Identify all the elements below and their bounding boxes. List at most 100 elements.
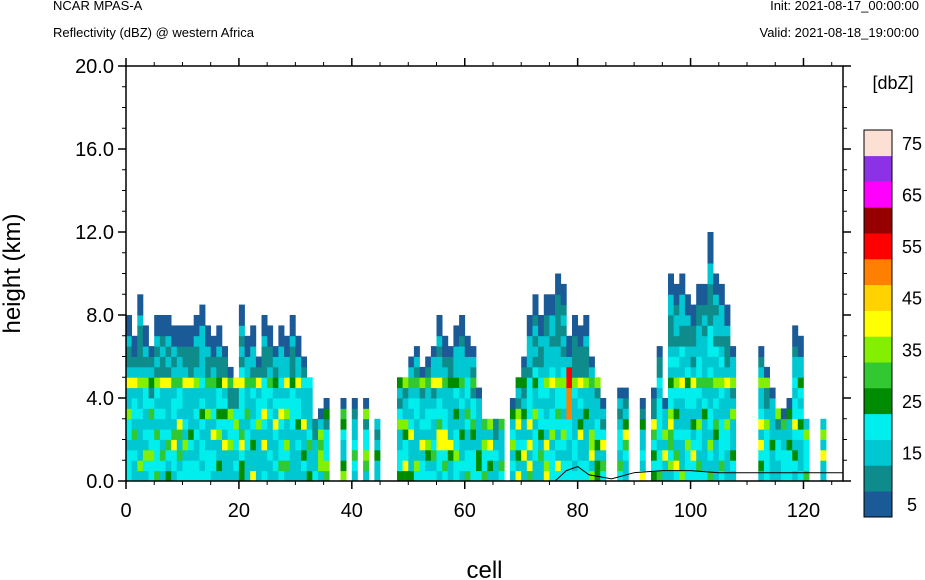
- data-cell: [560, 418, 567, 430]
- data-cell: [656, 470, 663, 482]
- data-cell: [775, 429, 782, 440]
- data-cell: [295, 439, 302, 451]
- data-cell: [543, 315, 550, 326]
- data-cell: [210, 335, 217, 347]
- data-cell: [656, 418, 663, 430]
- data-cell: [340, 398, 347, 409]
- data-cell: [566, 335, 573, 347]
- data-cell: [323, 449, 330, 461]
- data-cell: [216, 449, 223, 461]
- data-cell: [205, 398, 211, 409]
- colorbar: 5 15 25 35 45 55 65 75 [dbZ]: [863, 73, 922, 518]
- data-cell: [351, 460, 358, 472]
- data-cell: [250, 325, 257, 337]
- data-cell: [188, 356, 195, 368]
- data-cell: [188, 460, 195, 472]
- data-cell: [509, 449, 516, 461]
- data-cell: [594, 377, 601, 389]
- data-cell: [701, 429, 708, 440]
- data-cell: [284, 346, 291, 357]
- data-cell: [521, 387, 528, 399]
- data-cell: [142, 408, 149, 420]
- data-cell: [413, 408, 420, 420]
- x-tick-label: 60: [454, 500, 476, 522]
- data-cell: [430, 470, 437, 482]
- data-cell: [182, 398, 189, 409]
- data-cell: [171, 470, 178, 482]
- data-cell: [684, 335, 691, 347]
- x-tick-label: 0: [120, 500, 131, 522]
- data-cell: [340, 460, 347, 472]
- data-cell: [673, 325, 680, 337]
- data-cell: [250, 387, 257, 399]
- data-cell: [566, 346, 573, 357]
- data-cell: [295, 418, 302, 430]
- data-cell: [498, 418, 505, 430]
- colorbar-swatch: [864, 284, 892, 311]
- data-cell: [436, 460, 443, 472]
- data-cell: [176, 366, 183, 378]
- data-cell: [713, 304, 720, 316]
- data-cell: [216, 377, 223, 389]
- data-cell: [780, 418, 787, 430]
- data-cell: [295, 335, 302, 347]
- data-cell: [165, 439, 172, 451]
- data-cell: [306, 470, 313, 482]
- data-cell: [301, 460, 307, 472]
- data-cell: [515, 377, 522, 389]
- data-cell: [233, 418, 240, 430]
- data-cell: [267, 439, 274, 451]
- data-cell: [476, 387, 482, 399]
- data-cell: [182, 439, 189, 451]
- data-cell: [419, 366, 426, 378]
- data-cell: [182, 460, 189, 472]
- data-cell: [532, 429, 539, 440]
- data-cell: [538, 335, 545, 347]
- data-cell: [171, 398, 178, 409]
- data-cell: [312, 429, 319, 440]
- data-cell: [481, 460, 488, 472]
- data-cell: [199, 439, 206, 451]
- data-cell: [713, 408, 720, 420]
- data-cell: [205, 418, 211, 430]
- data-cell: [803, 418, 810, 430]
- data-cell: [278, 335, 285, 347]
- data-cell: [126, 470, 132, 482]
- data-cell: [690, 439, 697, 451]
- data-cell: [684, 460, 691, 472]
- data-cell: [261, 377, 268, 389]
- data-cell: [764, 470, 770, 482]
- data-cell: [442, 387, 449, 399]
- data-cell: [182, 346, 189, 357]
- data-cell: [769, 439, 776, 451]
- x-tick-label: 40: [341, 500, 363, 522]
- data-cell: [408, 418, 415, 430]
- data-cell: [696, 283, 703, 295]
- data-cell: [447, 418, 454, 430]
- data-cell: [436, 356, 443, 368]
- data-cell: [131, 408, 138, 420]
- data-cell: [171, 429, 178, 440]
- data-cell: [600, 449, 607, 461]
- data-cell: [154, 460, 161, 472]
- data-cell: [696, 387, 703, 399]
- data-cell: [278, 470, 285, 482]
- data-cell: [238, 418, 245, 430]
- data-cell: [515, 408, 522, 420]
- data-cell: [295, 387, 302, 399]
- data-cell: [210, 460, 217, 472]
- data-cell: [724, 377, 731, 389]
- data-cell: [159, 325, 166, 337]
- data-cell: [244, 439, 251, 451]
- data-cell: [413, 377, 420, 389]
- data-cell: [238, 377, 245, 389]
- data-cell: [560, 346, 567, 357]
- data-cell: [244, 335, 251, 347]
- data-cell: [182, 418, 189, 430]
- data-cell: [724, 325, 731, 337]
- data-cell: [673, 387, 680, 399]
- data-cell: [267, 325, 274, 337]
- data-cell: [594, 418, 601, 430]
- data-cell: [227, 377, 234, 389]
- colorbar-label: 5: [907, 495, 917, 515]
